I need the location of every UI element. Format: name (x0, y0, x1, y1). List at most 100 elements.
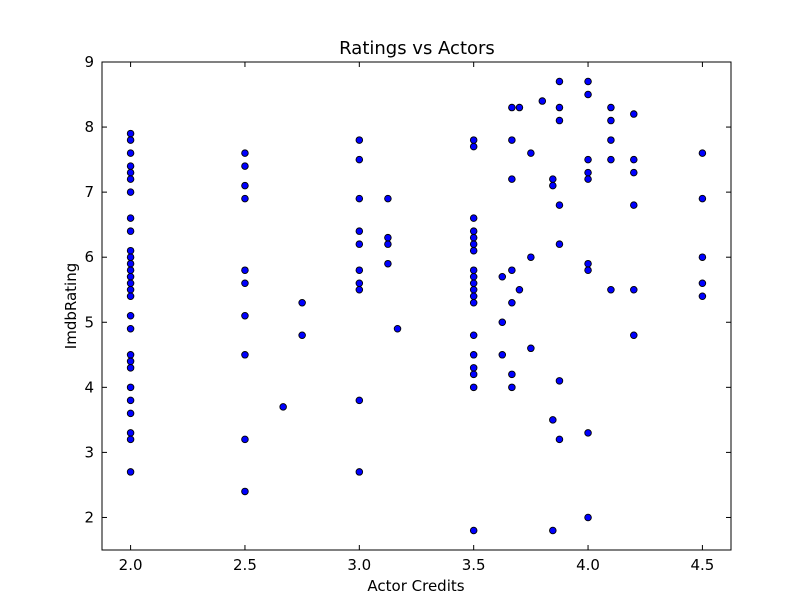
data-point (555, 435, 564, 444)
data-point (126, 168, 135, 177)
data-point (584, 513, 592, 522)
data-point (584, 429, 592, 437)
data-point (126, 364, 135, 372)
data-point (630, 110, 638, 118)
data-point (555, 201, 564, 209)
data-point (630, 331, 638, 340)
data-point (498, 318, 507, 327)
y-tick-label: 8 (84, 118, 94, 136)
data-point (469, 142, 478, 151)
x-axis-label: Actor Credits (367, 577, 464, 595)
data-point (126, 279, 135, 287)
data-point (508, 383, 516, 392)
data-point (126, 351, 135, 359)
data-point (126, 429, 135, 437)
data-point (584, 90, 592, 99)
data-point (241, 487, 249, 496)
data-point (698, 194, 707, 203)
axis-ticks: 2.0 2.5 3.0 3.5 4.0 4.5 2 3 4 5 6 7 8 9 (84, 53, 731, 574)
data-point (355, 285, 364, 294)
data-point (584, 259, 592, 268)
data-point (508, 266, 516, 274)
data-point (469, 364, 478, 372)
data-point (469, 331, 478, 340)
data-point (126, 188, 135, 196)
data-point (393, 325, 402, 333)
y-tick-label: 2 (84, 508, 94, 526)
data-point (630, 285, 638, 294)
data-point (469, 292, 478, 300)
data-point (630, 201, 638, 209)
data-point (355, 279, 364, 287)
y-tick-label: 7 (84, 183, 94, 201)
data-point (355, 396, 364, 405)
data-point (630, 155, 638, 164)
data-point (469, 136, 478, 144)
data-point (384, 240, 392, 248)
data-point (555, 103, 564, 112)
data-point (298, 298, 306, 307)
data-point (126, 325, 135, 333)
y-tick-label: 9 (84, 53, 94, 71)
data-point (126, 468, 135, 476)
data-point (508, 298, 516, 307)
data-point (126, 227, 135, 235)
data-point (469, 298, 478, 307)
data-point (498, 272, 507, 281)
y-tick-label: 3 (84, 443, 94, 461)
data-point (126, 396, 135, 405)
data-point (469, 370, 478, 379)
data-point (508, 103, 516, 112)
data-point (508, 136, 516, 144)
data-point (469, 233, 478, 242)
data-point (241, 435, 249, 444)
data-point (126, 136, 135, 144)
data-point (555, 240, 564, 248)
data-point (126, 129, 135, 138)
x-tick-label: 4.0 (576, 556, 600, 574)
y-tick-label: 6 (84, 248, 94, 266)
data-point (126, 409, 135, 418)
data-point (607, 103, 615, 112)
data-point (241, 194, 249, 203)
data-point (355, 194, 364, 203)
data-point (126, 383, 135, 392)
x-tick-label: 3.0 (347, 556, 371, 574)
x-tick-label: 3.5 (462, 556, 486, 574)
data-point (355, 266, 364, 274)
data-point (469, 383, 478, 392)
data-point (469, 279, 478, 287)
data-point (355, 468, 364, 476)
data-point (549, 175, 557, 183)
data-point (630, 168, 638, 177)
data-point (698, 292, 707, 300)
data-point (607, 136, 615, 144)
x-tick-label: 2.0 (119, 556, 143, 574)
data-point (241, 181, 249, 190)
data-point (126, 259, 135, 268)
data-point (498, 351, 507, 359)
data-point (355, 240, 364, 248)
y-tick-label: 4 (84, 378, 94, 396)
data-point (698, 279, 707, 287)
data-point (469, 272, 478, 281)
data-point (469, 214, 478, 222)
data-point (508, 370, 516, 379)
data-point (126, 312, 135, 320)
data-point (126, 292, 135, 300)
data-point (469, 351, 478, 359)
data-point (384, 259, 392, 268)
data-point (384, 194, 392, 203)
data-points (126, 77, 707, 535)
data-point (555, 116, 564, 125)
data-point (126, 246, 135, 255)
data-point (298, 331, 306, 340)
data-point (355, 227, 364, 235)
data-point (584, 155, 592, 164)
data-point (126, 435, 135, 444)
data-point (469, 285, 478, 294)
data-point (469, 240, 478, 248)
plot-frame (101, 61, 732, 551)
data-point (355, 155, 364, 164)
